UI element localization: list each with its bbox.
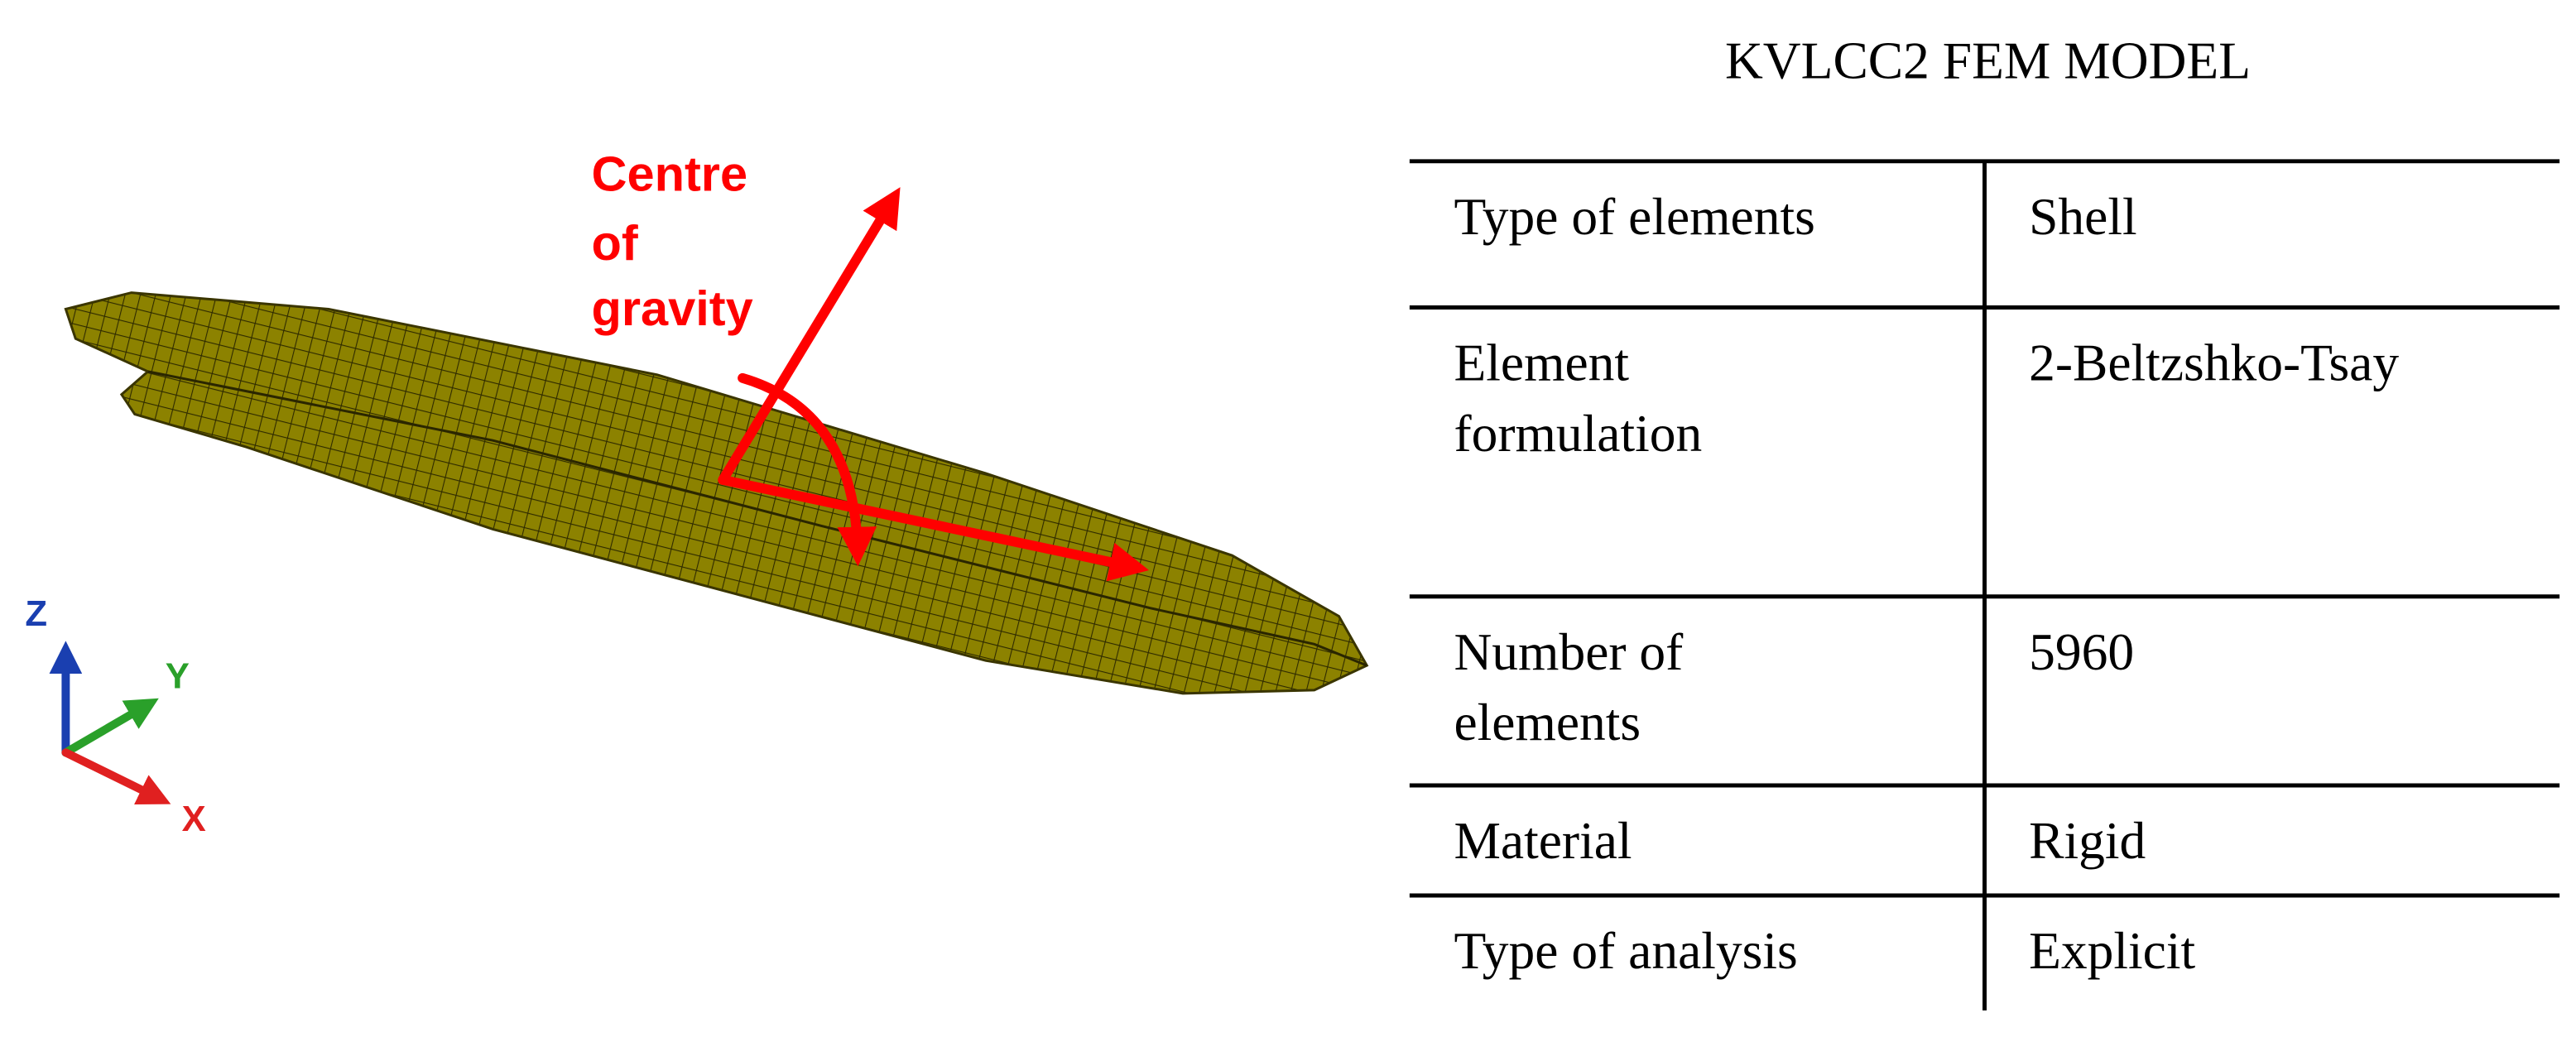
ship-hull [64,291,1369,695]
table-cell: Number of [1454,622,1684,681]
table-cell: 5960 [2029,622,2134,681]
table-cell: Explicit [2029,921,2195,980]
table-cell: Rigid [2029,811,2146,870]
cg-label: of [591,215,637,271]
axis-label: Y [166,656,190,697]
cg-label: gravity [591,281,752,336]
cg-label: Centre [591,146,747,201]
table-cell: Material [1454,811,1632,870]
cg-arrows [718,187,1150,582]
table-cell: Element [1454,333,1629,391]
table-cell: Type of analysis [1454,921,1797,980]
table-cell: Type of elements [1454,187,1814,246]
axis-triad [49,641,171,804]
table-cell: 2-Beltzshko-Tsay [2029,333,2399,391]
table-cell: formulation [1454,404,1702,463]
table [1409,159,2560,1011]
axis-label: Z [25,593,47,634]
axis-label: X [182,799,206,839]
table-cell: Shell [2029,187,2137,246]
hull-deck-edge [147,370,1367,667]
table-title: KVLCC2 FEM MODEL [1725,31,2251,89]
table-cell: elements [1454,693,1641,751]
